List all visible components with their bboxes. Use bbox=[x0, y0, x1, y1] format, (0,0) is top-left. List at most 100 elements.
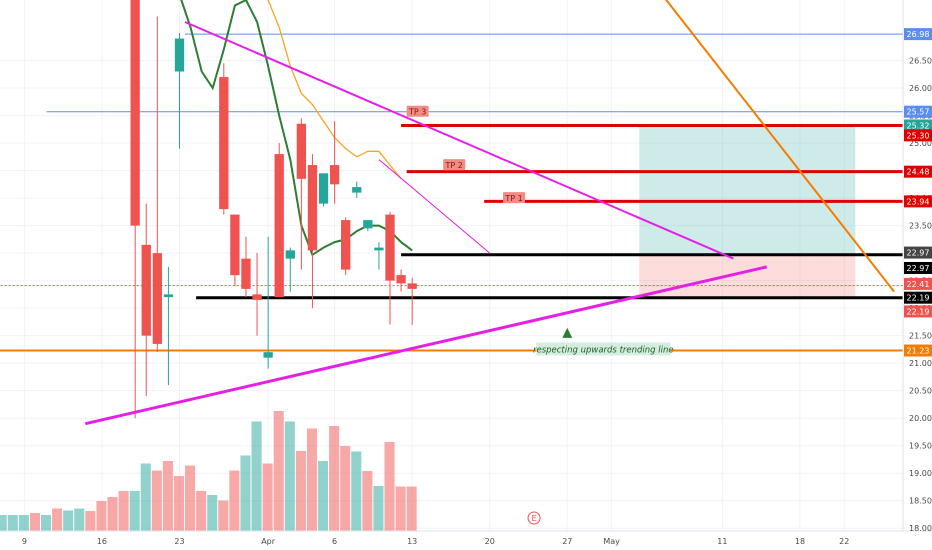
tp2-label: TP 2 bbox=[443, 159, 466, 171]
volume-bar bbox=[240, 455, 251, 531]
time-tick-label: 20 bbox=[485, 537, 495, 546]
candle-body bbox=[263, 352, 273, 358]
time-tick-label: May bbox=[603, 537, 620, 546]
time-tick-label: 13 bbox=[407, 537, 417, 546]
price-tag-box bbox=[904, 105, 932, 118]
volume-bar bbox=[74, 508, 85, 531]
callout-box bbox=[536, 342, 671, 356]
moving-averages bbox=[180, 0, 413, 257]
volume-bar bbox=[107, 497, 118, 531]
volume-bar bbox=[284, 421, 295, 531]
trend-line bbox=[378, 159, 491, 254]
price-tag-text: 22.19 bbox=[907, 307, 930, 316]
candle-body bbox=[307, 165, 318, 251]
time-axis[interactable] bbox=[0, 530, 932, 550]
volume-bar bbox=[406, 486, 417, 531]
volume-bar bbox=[7, 515, 18, 531]
earnings-label: E bbox=[532, 514, 537, 523]
price-tag-text: 26.98 bbox=[907, 30, 930, 39]
volume-bar bbox=[207, 495, 218, 531]
candle-body bbox=[163, 294, 174, 298]
price-tick-label: 21.00 bbox=[909, 359, 932, 368]
time-tick-label: 16 bbox=[97, 537, 107, 546]
price-tag-box bbox=[904, 344, 932, 357]
price-tag-box bbox=[904, 129, 932, 142]
volume-bar bbox=[273, 411, 284, 531]
trend-line bbox=[664, 0, 895, 293]
price-tag-text: 22.19 bbox=[907, 294, 930, 303]
volume-bar bbox=[0, 515, 7, 531]
price-tag-box bbox=[904, 305, 932, 318]
moving-average-line bbox=[180, 0, 413, 257]
candle-body bbox=[318, 173, 329, 204]
volume-bar bbox=[85, 511, 96, 531]
volume-bar bbox=[384, 442, 395, 531]
horizontal-levels[interactable] bbox=[0, 33, 903, 352]
time-tick-label: 22 bbox=[839, 537, 849, 546]
earnings-icon bbox=[527, 511, 541, 525]
trend-lines[interactable] bbox=[84, 0, 895, 426]
price-tag-box bbox=[904, 28, 932, 41]
tp3-label: TP 3 bbox=[406, 105, 429, 117]
volume-bar bbox=[362, 471, 373, 531]
candle-body bbox=[130, 0, 140, 226]
candle-body bbox=[374, 247, 384, 251]
volume-bar bbox=[218, 500, 229, 531]
candlesticks[interactable] bbox=[130, 0, 417, 419]
candle-body bbox=[141, 244, 151, 336]
price-tag-text: 24.48 bbox=[907, 168, 930, 177]
annotation-text: TP 3 bbox=[408, 108, 426, 117]
trend-line bbox=[84, 265, 768, 426]
price-tag-text: 22.41 bbox=[907, 280, 930, 289]
up-arrow-icon bbox=[562, 327, 573, 338]
time-tick-label: 23 bbox=[174, 537, 184, 546]
time-tick-label: Apr bbox=[261, 537, 276, 546]
candle-body bbox=[407, 283, 417, 289]
volume-bar bbox=[129, 491, 140, 531]
candle-body bbox=[241, 258, 251, 289]
annotations: TP 3 TP 2 TP 1 respecting upwards trending … bbox=[406, 105, 674, 525]
price-tick-label: 18.00 bbox=[909, 524, 932, 533]
candle-body bbox=[219, 77, 229, 210]
price-tag-box bbox=[904, 291, 932, 304]
annotation-box bbox=[503, 192, 526, 204]
candle-body bbox=[285, 250, 295, 259]
volume-bar bbox=[306, 428, 317, 531]
stop-zone bbox=[639, 254, 856, 298]
candle-body bbox=[363, 220, 373, 229]
price-tag-text: 25.30 bbox=[907, 131, 930, 140]
volume-bar bbox=[118, 491, 129, 531]
price-tag-box bbox=[904, 119, 932, 132]
candle-body bbox=[341, 220, 351, 270]
candle-body bbox=[296, 123, 307, 179]
candle-body bbox=[152, 253, 162, 344]
price-tag-box bbox=[904, 165, 932, 178]
volume-bar bbox=[373, 486, 384, 531]
volume-bar bbox=[196, 491, 207, 531]
annotation-text: TP 2 bbox=[445, 161, 463, 170]
price-tag-text: 25.32 bbox=[907, 121, 930, 130]
volume-bar bbox=[29, 513, 40, 531]
volume-bar bbox=[351, 451, 362, 531]
price-tick-label: 19.50 bbox=[909, 442, 932, 451]
candle-body bbox=[252, 294, 262, 300]
volume-bar bbox=[340, 446, 351, 531]
volume-bar bbox=[140, 463, 151, 531]
volume-bar bbox=[40, 515, 52, 531]
volume-bar bbox=[162, 461, 173, 531]
volume-bar bbox=[18, 515, 29, 531]
volume-bar bbox=[262, 463, 273, 531]
time-tick-label: 6 bbox=[332, 537, 337, 546]
price-tag-box bbox=[904, 261, 932, 274]
candle-body bbox=[329, 165, 340, 185]
callout-text: respecting upwards trending line bbox=[533, 345, 674, 355]
time-tick-label: 18 bbox=[795, 537, 805, 546]
price-tag-box bbox=[904, 277, 932, 290]
price-tag-text: 22.97 bbox=[907, 249, 930, 258]
volume-bar bbox=[395, 486, 406, 531]
price-tick-label: 26.00 bbox=[909, 84, 932, 93]
time-tick-label: 9 bbox=[22, 537, 27, 546]
candle-body bbox=[352, 187, 362, 193]
